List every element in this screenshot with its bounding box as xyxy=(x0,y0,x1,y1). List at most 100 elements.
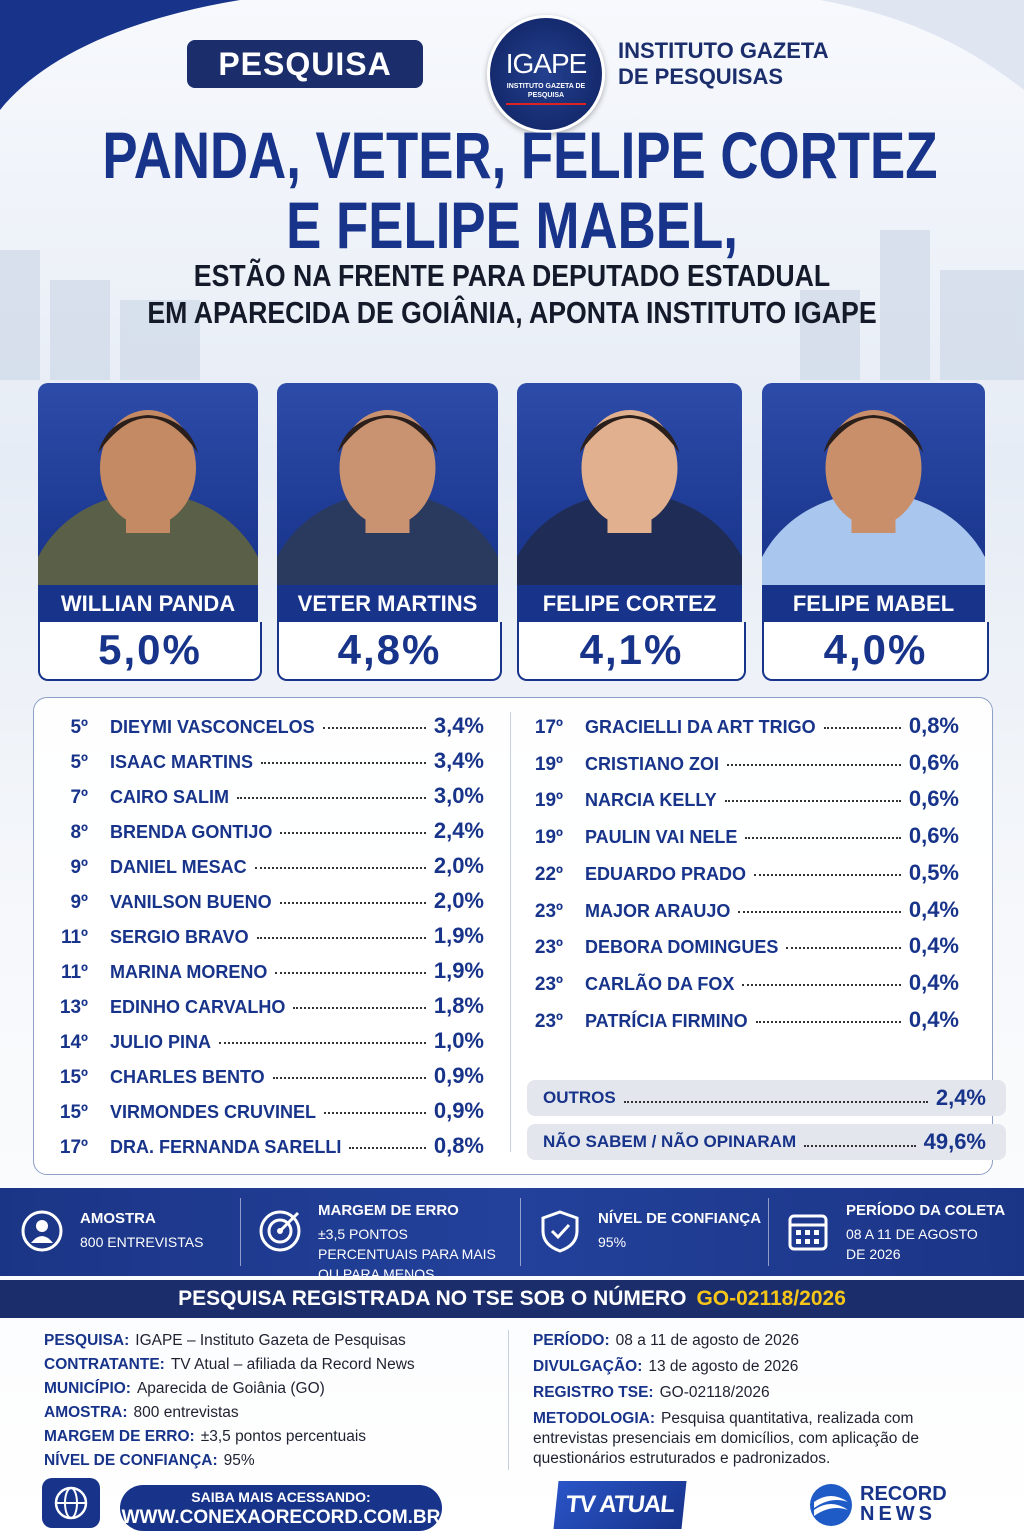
ranking-row: 9º VANILSON BUENO 2,0% xyxy=(38,888,484,918)
candidate-photo xyxy=(517,383,742,585)
ranking-row: 9º DANIEL MESAC 2,0% xyxy=(38,853,484,883)
detail-value: 08 a 11 de agosto de 2026 xyxy=(615,1332,799,1349)
rank: 15º xyxy=(59,1102,88,1123)
ranking-row: 23º DEBORA DOMINGUES 0,4% xyxy=(513,933,959,963)
dot-leader xyxy=(754,873,901,876)
candidate-value: 0,6% xyxy=(908,823,959,849)
detail-row: DIVULGAÇÃO: 13 de agosto de 2026 xyxy=(533,1357,953,1377)
rank: 9º xyxy=(70,857,88,878)
ranking-row: 7º CAIRO SALIM 3,0% xyxy=(38,783,484,813)
ranking-row: 22º EDUARDO PRADO 0,5% xyxy=(513,860,959,890)
rank: 13º xyxy=(59,997,88,1018)
dot-leader xyxy=(219,1042,426,1044)
portrait xyxy=(277,410,498,585)
candidate-value: 0,4% xyxy=(908,896,959,922)
detail-row: NÍVEL DE CONFIANÇA: 95% xyxy=(44,1451,504,1471)
ranking-row: 19º NARCIA KELLY 0,6% xyxy=(513,786,959,816)
candidate-value: 4,1% xyxy=(517,622,746,681)
dot-leader xyxy=(742,983,901,986)
info-divider xyxy=(768,1198,769,1266)
candidate-value: 2,0% xyxy=(433,888,484,913)
website-url[interactable]: WWW.CONEXAORECORD.COM.BR xyxy=(121,1507,441,1528)
column-divider xyxy=(510,712,511,1152)
detail-value: 95% xyxy=(223,1452,255,1469)
dot-leader xyxy=(823,727,901,729)
icon xyxy=(259,1210,301,1252)
record-text: NEWS xyxy=(860,1503,936,1525)
details-divider xyxy=(508,1330,509,1470)
ranking-row: 5º DIEYMI VASCONCELOS 3,4% xyxy=(38,713,484,743)
detail-row: AMOSTRA: 800 entrevistas xyxy=(44,1403,504,1423)
candidate-value: 0,8% xyxy=(433,1133,484,1158)
rank: 7º xyxy=(70,787,88,808)
detail-label: PESQUISA: xyxy=(44,1332,130,1349)
others-row: NÃO SABEM / NÃO OPINARAM 49,6% xyxy=(527,1124,1006,1160)
candidate-name: CHARLES BENTO xyxy=(110,1067,265,1087)
detail-row: REGISTRO TSE: GO-02118/2026 xyxy=(533,1383,953,1403)
candidate-name: VANILSON BUENO xyxy=(110,892,272,912)
candidate-value: 3,4% xyxy=(433,713,484,738)
ranking-row: 19º PAULIN VAI NELE 0,6% xyxy=(513,823,959,853)
ranking-row: 15º CHARLES BENTO 0,9% xyxy=(38,1063,484,1093)
dot-leader xyxy=(324,1112,426,1114)
tv-atual-logo: TV ATUAL xyxy=(553,1481,687,1529)
background-decoration xyxy=(0,0,1024,380)
info-text: ±3,5 PONTOS PERCENTUAIS PARA MAIS OU PAR… xyxy=(318,1226,496,1282)
dot-leader xyxy=(349,1147,426,1149)
icon xyxy=(21,1210,63,1252)
icon xyxy=(541,1210,579,1253)
candidate-value: 4,8% xyxy=(277,622,502,681)
dot-leader xyxy=(804,1145,916,1147)
others-value: 49,6% xyxy=(923,1129,986,1154)
info-divider xyxy=(240,1198,241,1266)
logo-subtitle: INSTITUTO GAZETA DE PESQUISA xyxy=(506,82,586,105)
candidate-value: 0,4% xyxy=(908,969,959,995)
others-label: NÃO SABEM / NÃO OPINARAM xyxy=(543,1132,797,1151)
candidate-name: DANIEL MESAC xyxy=(110,857,247,877)
candidate-name: NARCIA KELLY xyxy=(585,790,717,811)
candidate-name: JULIO PINA xyxy=(110,1032,212,1052)
others-label: OUTROS xyxy=(543,1088,616,1107)
detail-row: MUNICÍPIO: Aparecida de Goiânia (GO) xyxy=(44,1379,504,1399)
candidate-value: 1,0% xyxy=(433,1028,484,1053)
ranking-row: 8º BRENDA GONTIJO 2,4% xyxy=(38,818,484,848)
dot-leader xyxy=(237,797,426,799)
info-title: PERÍODO DA COLETA xyxy=(846,1202,1006,1219)
ranking-row: 5º ISAAC MARTINS 3,4% xyxy=(38,748,484,778)
candidate-name: ISAAC MARTINS xyxy=(110,752,253,772)
ranking-row: 14º JULIO PINA 1,0% xyxy=(38,1028,484,1058)
candidate-photo xyxy=(38,383,258,585)
badge: PESQUISA xyxy=(187,40,423,88)
detail-row: MARGEM DE ERRO: ±3,5 pontos percentuais xyxy=(44,1427,504,1447)
registration-number: GO-02118/2026 xyxy=(696,1287,846,1310)
record-icon xyxy=(810,1484,852,1526)
candidate-name: VETER MARTINS xyxy=(277,585,498,623)
dot-leader xyxy=(279,902,426,904)
ranking-row: 19º CRISTIANO ZOI 0,6% xyxy=(513,750,959,780)
detail-label: MARGEM DE ERRO: xyxy=(44,1428,195,1445)
headline: PANDA, VETER, FELIPE CORTEZ xyxy=(102,118,938,192)
website-link[interactable]: SAIBA MAIS ACESSANDO: WWW.CONEXAORECORD.C… xyxy=(120,1485,442,1531)
dot-leader xyxy=(727,763,901,766)
rank: 22º xyxy=(534,863,563,885)
ranking-row: 13º EDINHO CARVALHO 1,8% xyxy=(38,993,484,1023)
headline: E FELIPE MABEL, xyxy=(286,188,738,262)
rank: 14º xyxy=(59,1032,88,1053)
rank: 9º xyxy=(70,892,88,913)
website-prompt: SAIBA MAIS ACESSANDO: xyxy=(191,1489,371,1505)
candidate-value: 0,5% xyxy=(908,859,959,885)
candidate-value: 1,9% xyxy=(433,958,484,983)
info-divider xyxy=(520,1198,521,1266)
detail-row: METODOLOGIA: Pesquisa quantitativa, reali… xyxy=(533,1409,953,1469)
detail-value: Pesquisa quantitativa, realizada com ent… xyxy=(533,1410,919,1467)
detail-label: AMOSTRA: xyxy=(44,1404,128,1421)
detail-value: IGAPE – Instituto Gazeta de Pesquisas xyxy=(135,1332,406,1349)
rank: 5º xyxy=(70,752,88,773)
rank: 11º xyxy=(60,927,88,948)
candidate-name: FELIPE CORTEZ xyxy=(517,585,742,623)
dot-leader xyxy=(280,832,426,834)
rank: 8º xyxy=(70,822,88,843)
candidate-value: 0,9% xyxy=(433,1063,484,1088)
institute-name: DE PESQUISAS xyxy=(618,64,784,89)
